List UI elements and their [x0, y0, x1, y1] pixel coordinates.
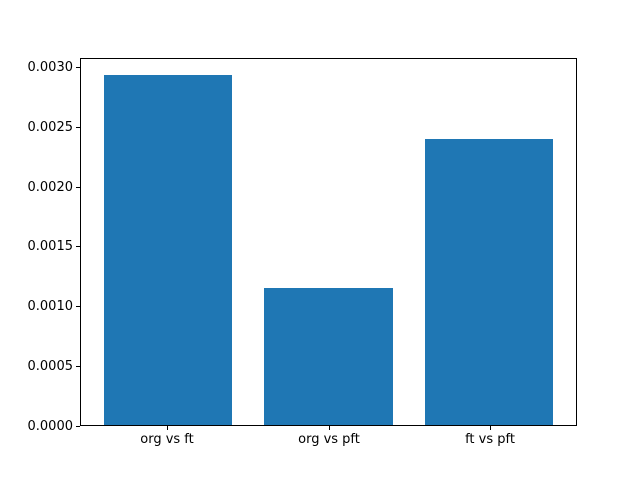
x-tick-label: org vs ft: [140, 432, 194, 447]
y-tick-mark: [76, 306, 80, 307]
y-tick-label: 0.0025: [27, 120, 74, 135]
x-tick-mark: [329, 426, 330, 430]
bar-org-vs-ft: [103, 75, 233, 425]
y-tick-mark: [76, 127, 80, 128]
y-tick-mark: [76, 246, 80, 247]
x-tick-mark: [490, 426, 491, 430]
y-tick-mark: [76, 67, 80, 68]
bar-ft-vs-pft: [424, 139, 554, 425]
y-tick-mark: [76, 366, 80, 367]
y-tick-label: 0.0010: [27, 299, 74, 314]
y-tick-label: 0.0005: [27, 359, 74, 374]
y-tick-label: 0.0015: [27, 239, 74, 254]
y-tick-label: 0.0000: [27, 419, 74, 434]
x-tick-label: org vs pft: [298, 432, 360, 447]
y-tick-mark: [76, 426, 80, 427]
y-tick-label: 0.0020: [27, 180, 74, 195]
x-tick-mark: [167, 426, 168, 430]
plot-area: [80, 58, 577, 426]
x-tick-label: ft vs pft: [465, 432, 515, 447]
y-tick-label: 0.0030: [27, 60, 74, 75]
bar-org-vs-pft: [264, 288, 393, 425]
y-tick-mark: [76, 187, 80, 188]
bars-container: [81, 59, 576, 425]
